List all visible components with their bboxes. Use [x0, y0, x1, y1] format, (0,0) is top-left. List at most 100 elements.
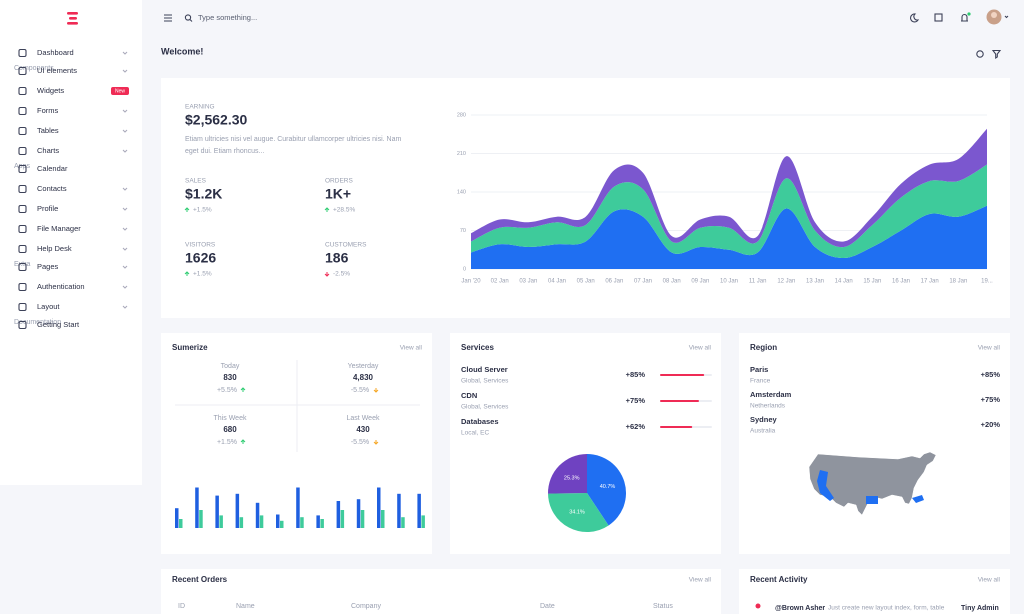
x-tick-label: Jan '20: [461, 279, 481, 285]
service-name: Cloud Server: [461, 365, 508, 374]
y-tick-label: 140: [457, 189, 466, 195]
menu-icon: [164, 14, 172, 22]
column-header: Name: [236, 603, 255, 610]
menu-item[interactable]: Getting Start: [37, 320, 80, 329]
bar: [320, 519, 324, 528]
search-icon: [184, 14, 192, 21]
change-arrow: [373, 440, 379, 445]
menu-item[interactable]: Layout: [37, 302, 60, 311]
change-arrow: [324, 207, 330, 212]
x-tick-label: 06 Jan: [605, 279, 623, 285]
bar: [417, 493, 421, 528]
notifications-icon[interactable]: [961, 13, 968, 22]
region-sub: Australia: [750, 428, 776, 435]
notification-dot: [967, 12, 971, 16]
chevron: [122, 265, 128, 269]
bar: [296, 487, 300, 528]
x-tick-label: 02 Jan: [491, 279, 509, 285]
service-sub: Global, Services: [461, 378, 509, 385]
bar: [377, 487, 381, 528]
menu-item[interactable]: Profile: [37, 204, 58, 213]
column-header: Status: [653, 603, 673, 610]
menu-item[interactable]: Widgets: [37, 86, 64, 95]
change-arrow: [324, 272, 330, 277]
menu-icon: [18, 282, 27, 292]
menu-item[interactable]: Tables: [37, 126, 59, 135]
bar: [215, 495, 219, 528]
menu-icon: [18, 302, 27, 312]
menu-item[interactable]: Calendar: [37, 164, 68, 173]
stat-label: CUSTOMERS: [325, 242, 367, 249]
region-sub: France: [750, 378, 771, 385]
x-tick-label: 10 Jan: [720, 279, 738, 285]
view-all[interactable]: View all: [689, 577, 712, 584]
menu-icon: [18, 106, 27, 116]
menu-item[interactable]: Pages: [37, 262, 59, 271]
menu-item[interactable]: File Manager: [37, 224, 81, 233]
menu-icon: [18, 224, 27, 234]
bar: [175, 508, 179, 528]
period-label: Last Week: [347, 415, 380, 422]
view-all[interactable]: View all: [978, 345, 1001, 352]
service-sub: Local, EC: [461, 430, 489, 437]
theme-toggle[interactable]: [910, 13, 920, 23]
bar: [316, 515, 320, 528]
x-tick-label: 04 Jan: [548, 279, 566, 285]
menu-item[interactable]: Charts: [37, 146, 59, 155]
refresh-button[interactable]: [976, 50, 984, 58]
activity-text: Just create new layout index, form, tabl…: [828, 605, 945, 612]
bar: [259, 515, 264, 528]
view-all[interactable]: View all: [400, 345, 423, 352]
filter-button[interactable]: [991, 49, 1002, 59]
stat-change: -2.5%: [333, 271, 350, 278]
chevron: [122, 305, 128, 309]
x-tick-label: 09 Jan: [691, 279, 709, 285]
progress-bar: [660, 374, 705, 376]
menu-item[interactable]: UI elements: [37, 66, 77, 75]
x-tick-label: 14 Jan: [835, 279, 853, 285]
bar: [360, 510, 365, 528]
search-input[interactable]: Type something...: [198, 13, 257, 22]
view-all[interactable]: View all: [978, 577, 1001, 584]
period-value: 680: [223, 425, 237, 434]
logo[interactable]: [67, 12, 78, 25]
chevron: [122, 227, 128, 231]
pie-label: 34.1%: [569, 509, 585, 515]
section-title: Apps: [14, 163, 30, 170]
earning-amount: $2,562.30: [185, 112, 247, 128]
menu-icon: [18, 126, 27, 136]
chevron: [122, 109, 128, 113]
menu-item[interactable]: Forms: [37, 106, 58, 115]
menu-item[interactable]: Authentication: [37, 282, 85, 291]
stat-change: +1.5%: [193, 271, 212, 278]
area: [471, 128, 987, 248]
region-sub: Netherlands: [750, 403, 786, 410]
x-tick-label: 19...: [981, 279, 993, 285]
recent-activity-card: [739, 569, 1010, 614]
search-icon: [189, 19, 193, 22]
region-name: Amsterdam: [750, 390, 792, 399]
period-change: -5.5%: [351, 387, 369, 394]
area: [471, 164, 987, 258]
apps-icon[interactable]: [934, 13, 943, 22]
logo-bar: [67, 22, 78, 25]
earning-description: eget dui. Etiam rhoncus...: [185, 148, 264, 155]
menu-toggle[interactable]: [164, 14, 172, 22]
card-title: Services: [461, 343, 494, 352]
menu-item[interactable]: Help Desk: [37, 244, 72, 253]
menu-icon: [18, 164, 27, 174]
menu-icon: [18, 262, 27, 272]
view-all[interactable]: View all: [689, 345, 712, 352]
x-tick-label: 08 Jan: [663, 279, 681, 285]
section-title: Components: [14, 65, 54, 72]
period-label: This Week: [214, 415, 247, 422]
stat-change: +1.5%: [193, 207, 212, 214]
activity-target: Tiny Admin: [961, 605, 999, 612]
bar: [195, 487, 199, 528]
chevron: [122, 207, 128, 211]
menu-item[interactable]: Dashboard: [37, 48, 74, 57]
stat-value: 186: [325, 250, 349, 266]
activity-user: @Brown Asher: [775, 605, 825, 612]
menu-item[interactable]: Contacts: [37, 184, 67, 193]
bar: [381, 510, 385, 528]
